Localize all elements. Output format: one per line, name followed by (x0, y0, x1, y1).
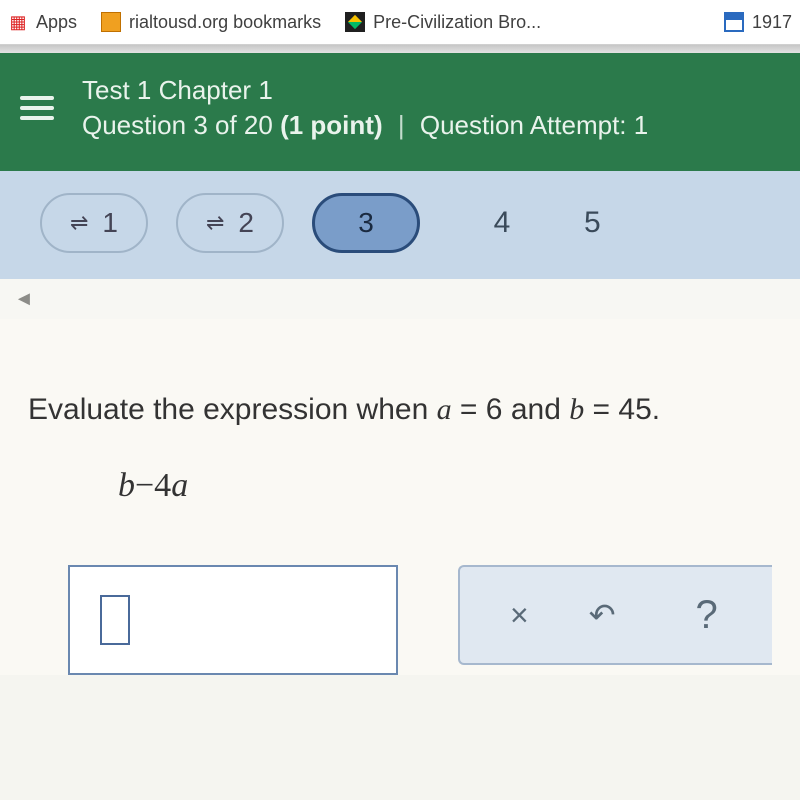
test-header: Test 1 Chapter 1 Question 3 of 20 (1 poi… (0, 53, 800, 171)
precivilization-bookmark[interactable]: Pre-Civilization Bro... (345, 12, 541, 33)
precivilization-icon (345, 12, 365, 32)
header-text: Test 1 Chapter 1 Question 3 of 20 (1 poi… (82, 75, 648, 141)
year-bookmark[interactable]: 1917 (724, 12, 792, 33)
menu-icon[interactable] (20, 96, 54, 120)
apps-bookmark[interactable]: ▦ Apps (8, 12, 77, 33)
answer-slot[interactable] (100, 595, 130, 645)
nav-arrow-row: ◄ (0, 279, 800, 319)
apps-label: Apps (36, 12, 77, 33)
question-content: Evaluate the expression when a = 6 and b… (0, 319, 800, 675)
undo-button[interactable]: ↶ (589, 596, 616, 634)
apps-icon: ▦ (8, 12, 28, 32)
answer-input-box[interactable] (68, 565, 398, 675)
rialto-label: rialtousd.org bookmarks (129, 12, 321, 33)
test-title: Test 1 Chapter 1 (82, 75, 648, 106)
year-label: 1917 (752, 12, 792, 33)
rialto-icon (101, 12, 121, 32)
qnav-item-3-current[interactable]: 3 (312, 193, 420, 253)
prev-arrow-icon[interactable]: ◄ (14, 288, 34, 311)
question-info: Question 3 of 20 (1 point) | Question At… (82, 110, 648, 141)
check-icon: ⇌ (206, 210, 224, 236)
divider (0, 45, 800, 53)
year-icon (724, 12, 744, 32)
clear-button[interactable]: × (510, 597, 529, 634)
tool-panel: × ↶ ? (458, 565, 772, 665)
qnav-item-4[interactable]: 4 (448, 193, 556, 253)
expression: b−4a (118, 467, 772, 505)
question-prompt: Evaluate the expression when a = 6 and b… (28, 389, 772, 431)
precivilization-label: Pre-Civilization Bro... (373, 12, 541, 33)
rialto-bookmark[interactable]: rialtousd.org bookmarks (101, 12, 321, 33)
check-icon: ⇌ (70, 210, 88, 236)
qnav-item-5[interactable]: 5 (584, 193, 614, 253)
question-nav: ⇌ 1 ⇌ 2 3 4 5 (0, 171, 800, 279)
qnav-item-2[interactable]: ⇌ 2 (176, 193, 284, 253)
help-button[interactable]: ? (696, 593, 718, 638)
bookmarks-bar: ▦ Apps rialtousd.org bookmarks Pre-Civil… (0, 0, 800, 45)
qnav-item-1[interactable]: ⇌ 1 (40, 193, 148, 253)
